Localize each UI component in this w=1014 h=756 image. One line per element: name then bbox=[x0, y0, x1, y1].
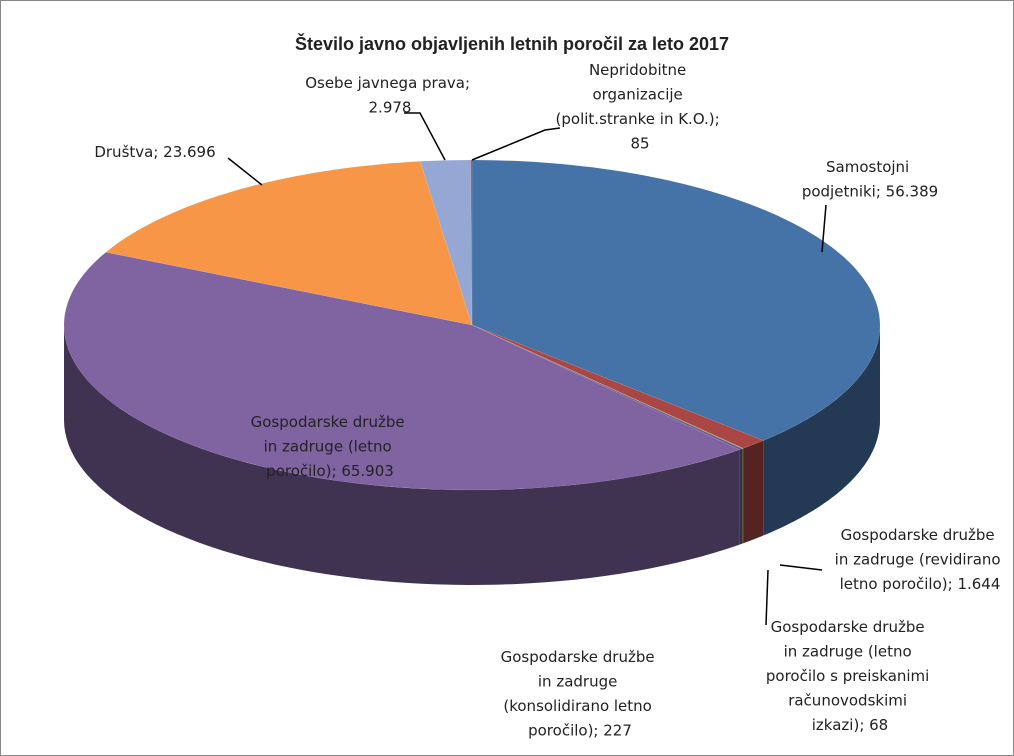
slice bbox=[419, 159, 473, 326]
slice bbox=[105, 161, 473, 326]
data-label: Gospodarske družbe in zadruge (letno por… bbox=[251, 413, 410, 480]
label-line: Nepridobitne bbox=[589, 61, 691, 79]
label-line: poročilo); 227 bbox=[528, 722, 632, 740]
label-line: Gospodarske družbe bbox=[841, 526, 1000, 544]
label-line: Gospodarske družbe bbox=[251, 413, 410, 431]
leader-line bbox=[765, 569, 769, 626]
label-line: podjetniki; 56.389 bbox=[802, 183, 938, 201]
label-line: Samostojni bbox=[826, 158, 914, 176]
label-line: izkazi); 68 bbox=[812, 716, 888, 734]
data-label: Društva; 23.696 bbox=[94, 143, 215, 161]
leader-line bbox=[779, 564, 823, 571]
label-line: in zadruge (letno bbox=[784, 643, 917, 661]
slice bbox=[470, 159, 473, 326]
leader-line bbox=[821, 204, 827, 253]
label-line: in zadruge (revidirano bbox=[835, 551, 1006, 569]
slice bbox=[471, 324, 764, 449]
slice bbox=[471, 159, 881, 441]
data-label: Nepridobitne organizacije (polit.stranke… bbox=[556, 61, 725, 153]
chart-title: Število javno objavljenih letnih poročil… bbox=[295, 33, 729, 54]
data-label: Gospodarske družbe in zadruge (revidiran… bbox=[835, 526, 1006, 593]
data-label: Gospodarske družbe in zadruge (letno por… bbox=[766, 618, 934, 734]
slice bbox=[471, 324, 743, 450]
label-line: poročilo); 65.903 bbox=[266, 462, 394, 480]
label-line: 85 bbox=[630, 135, 649, 153]
slice-side bbox=[763, 325, 880, 536]
label-line: letno poročilo); 1.644 bbox=[840, 575, 1001, 593]
label-line: Gospodarske družbe bbox=[501, 648, 660, 666]
label-line: organizacije bbox=[592, 86, 687, 104]
leader-line bbox=[471, 127, 561, 161]
slice-side bbox=[743, 440, 764, 544]
label-line: in zadruge bbox=[538, 673, 622, 691]
label-line: Osebe javnega prava; bbox=[305, 74, 475, 92]
data-label: Gospodarske družbe in zadruge (konsolidi… bbox=[501, 648, 660, 740]
label-line: (konsolidirano letno bbox=[503, 697, 656, 715]
label-line: Gospodarske družbe bbox=[771, 618, 930, 636]
leader-line bbox=[227, 157, 263, 186]
slice bbox=[63, 251, 740, 491]
label-line: računovodskimi bbox=[788, 692, 912, 710]
leader-line bbox=[404, 112, 446, 161]
slice bbox=[471, 324, 744, 449]
label-line: poročilo s preiskanimi bbox=[766, 667, 934, 685]
slice-side bbox=[64, 325, 740, 585]
slice-side bbox=[742, 448, 744, 544]
label-line: Društva; 23.696 bbox=[94, 143, 215, 161]
data-label: Osebe javnega prava; 2.978 bbox=[305, 74, 475, 117]
slice-side bbox=[739, 448, 743, 545]
label-line: 2.978 bbox=[369, 99, 412, 117]
data-label: Samostojni podjetniki; 56.389 bbox=[802, 158, 938, 201]
label-line: (polit.stranke in K.O.); bbox=[556, 110, 725, 128]
label-line: in zadruge (letno bbox=[264, 438, 397, 456]
